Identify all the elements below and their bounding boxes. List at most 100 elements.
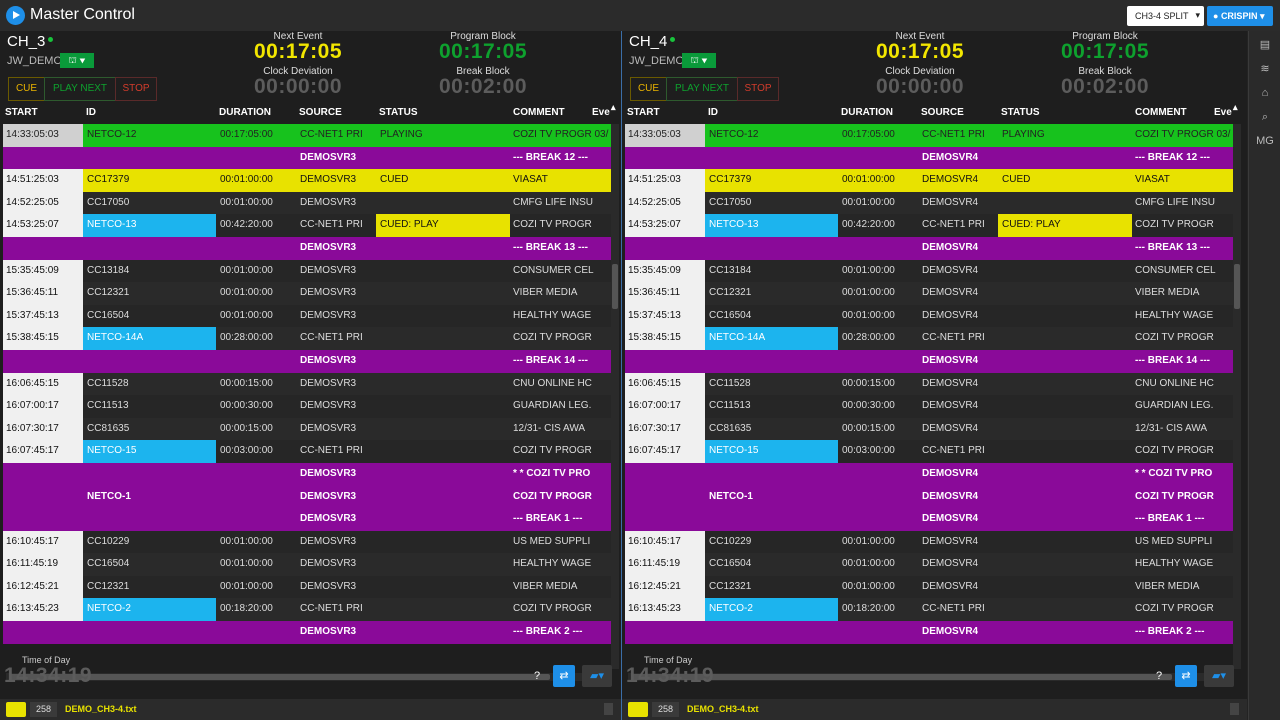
signal-button[interactable]: ⛫ ▾ bbox=[60, 53, 94, 68]
binoculars-icon[interactable]: ⌂ bbox=[1261, 87, 1269, 99]
table-row[interactable]: 16:10:45:17 CC10229 00:01:00:00 DEMOSVR4 US … bbox=[625, 530, 1233, 554]
table-row[interactable]: 15:35:45:09 CC13184 00:01:00:00 DEMOSVR4 CON… bbox=[625, 259, 1233, 283]
table-row[interactable]: 14:33:05:03 NETCO-12 00:17:05:00 CC-NET1 PR… bbox=[625, 124, 1233, 147]
cell-comment: COZI TV PROGR bbox=[513, 603, 592, 615]
split-view-select[interactable]: CH3-4 SPLIT ▾ bbox=[1127, 6, 1204, 26]
col-id-header[interactable]: ID bbox=[708, 107, 718, 118]
table-row[interactable]: 16:07:00:17 CC11513 00:00:30:00 DEMOSVR4 GUA… bbox=[625, 395, 1233, 418]
col-status-header[interactable]: STATUS bbox=[379, 107, 418, 118]
table-row[interactable]: 16:07:45:17 NETCO-15 00:03:00:00 CC-NET1 PR… bbox=[3, 440, 611, 463]
table-row[interactable]: NETCO-1 DEMOSVR4 COZI TV PROGR bbox=[625, 485, 1233, 509]
document-icon[interactable] bbox=[604, 703, 613, 715]
table-row[interactable]: 14:52:25:05 CC17050 00:01:00:00 DEMOSVR3 CMF… bbox=[3, 191, 611, 215]
horizontal-scrollbar[interactable] bbox=[628, 673, 1232, 681]
layers-icon[interactable]: ≋ bbox=[1260, 63, 1270, 75]
vertical-scrollbar[interactable] bbox=[611, 124, 619, 669]
table-row[interactable]: DEMOSVR4 --- BREAK 13 --- bbox=[625, 236, 1233, 260]
play-next-button[interactable]: PLAY NEXT bbox=[666, 77, 738, 101]
cell-start: 16:12:45:21 bbox=[3, 575, 83, 599]
signal-button[interactable]: ⛫ ▾ bbox=[682, 53, 716, 68]
table-row[interactable]: DEMOSVR3 --- BREAK 13 --- bbox=[3, 236, 611, 260]
table-row[interactable]: 16:06:45:15 CC11528 00:00:15:00 DEMOSVR4 CNU… bbox=[625, 372, 1233, 396]
table-row[interactable]: DEMOSVR3 --- BREAK 2 --- bbox=[3, 621, 611, 644]
table-row[interactable]: 15:37:45:13 CC16504 00:01:00:00 DEMOSVR3 HEA… bbox=[3, 304, 611, 328]
list-icon[interactable] bbox=[6, 702, 26, 717]
table-row[interactable]: DEMOSVR4 --- BREAK 1 --- bbox=[625, 508, 1233, 531]
table-row[interactable]: 16:13:45:23 NETCO-2 00:18:20:00 CC-NET1 PRI… bbox=[625, 598, 1233, 622]
table-row[interactable]: 16:11:45:19 CC16504 00:01:00:00 DEMOSVR3 HEA… bbox=[3, 553, 611, 576]
col-id-header[interactable]: ID bbox=[86, 107, 96, 118]
table-row[interactable]: DEMOSVR3 * * COZI TV PRO bbox=[3, 462, 611, 486]
play-next-button[interactable]: PLAY NEXT bbox=[44, 77, 116, 101]
table-row[interactable]: DEMOSVR3 --- BREAK 14 --- bbox=[3, 349, 611, 373]
col-duration-header[interactable]: DURATION bbox=[841, 107, 894, 118]
playlist-tools-icon[interactable]: ⇄ bbox=[553, 665, 575, 687]
user-menu-button[interactable]: ● CRISPIN ▾ bbox=[1207, 6, 1273, 26]
cell-source: DEMOSVR3 bbox=[300, 535, 357, 547]
scrollbar-thumb[interactable] bbox=[632, 674, 1172, 680]
stop-button[interactable]: STOP bbox=[115, 77, 157, 101]
scrollbar-thumb[interactable] bbox=[10, 674, 550, 680]
col-source-header[interactable]: SOURCE bbox=[299, 107, 342, 118]
cue-button[interactable]: CUE bbox=[630, 77, 667, 101]
search-icon[interactable]: ⌕ bbox=[1261, 111, 1269, 123]
table-row[interactable]: 15:38:45:15 NETCO-14A 00:28:00:00 CC-NET1 P… bbox=[625, 327, 1233, 350]
table-row[interactable]: 14:53:25:07 NETCO-13 00:42:20:00 CC-NET1 PR… bbox=[3, 214, 611, 237]
table-row[interactable]: DEMOSVR4 * * COZI TV PRO bbox=[625, 462, 1233, 486]
table-row[interactable]: 16:11:45:19 CC16504 00:01:00:00 DEMOSVR4 HEA… bbox=[625, 553, 1233, 576]
table-row[interactable]: 16:10:45:17 CC10229 00:01:00:00 DEMOSVR3 US … bbox=[3, 530, 611, 554]
col-status-header[interactable]: STATUS bbox=[1001, 107, 1040, 118]
folder-icon[interactable]: ▰▾ bbox=[582, 665, 612, 687]
table-row[interactable]: 16:06:45:15 CC11528 00:00:15:00 DEMOSVR3 CNU… bbox=[3, 372, 611, 396]
table-row[interactable]: 14:51:25:03 CC17379 00:01:00:00 DEMOSVR3 CUE… bbox=[3, 169, 611, 192]
table-row[interactable]: 15:36:45:11 CC12321 00:01:00:00 DEMOSVR3 VIB… bbox=[3, 282, 611, 305]
folder-icon[interactable]: ▰▾ bbox=[1204, 665, 1234, 687]
table-row[interactable]: 15:35:45:09 CC13184 00:01:00:00 DEMOSVR3 CON… bbox=[3, 259, 611, 283]
document-icon[interactable] bbox=[1230, 703, 1239, 715]
table-row[interactable]: 14:51:25:03 CC17379 00:01:00:00 DEMOSVR4 CUE… bbox=[625, 169, 1233, 192]
col-event-header[interactable]: Eve bbox=[592, 107, 610, 118]
scrollbar-thumb[interactable] bbox=[1234, 264, 1240, 309]
table-row[interactable]: 16:07:30:17 CC81635 00:00:15:00 DEMOSVR4 12/… bbox=[625, 417, 1233, 441]
help-button[interactable]: ? bbox=[1155, 670, 1163, 682]
table-row[interactable]: NETCO-1 DEMOSVR3 COZI TV PROGR bbox=[3, 485, 611, 509]
col-comment-header[interactable]: COMMENT bbox=[1135, 107, 1187, 118]
table-row[interactable]: DEMOSVR3 --- BREAK 12 --- bbox=[3, 146, 611, 170]
scroll-up-icon[interactable]: ▴ bbox=[611, 102, 616, 112]
scrollbar-thumb[interactable] bbox=[612, 264, 618, 309]
list-icon[interactable] bbox=[628, 702, 648, 717]
table-row[interactable]: 15:38:45:15 NETCO-14A 00:28:00:00 CC-NET1 P… bbox=[3, 327, 611, 350]
table-row[interactable]: DEMOSVR4 --- BREAK 14 --- bbox=[625, 349, 1233, 373]
table-row[interactable]: 16:07:30:17 CC81635 00:00:15:00 DEMOSVR3 12/… bbox=[3, 417, 611, 441]
col-start-header[interactable]: START bbox=[5, 107, 38, 118]
table-row[interactable]: 16:07:00:17 CC11513 00:00:30:00 DEMOSVR3 GUA… bbox=[3, 395, 611, 418]
help-button[interactable]: ? bbox=[533, 670, 541, 682]
stop-button[interactable]: STOP bbox=[737, 77, 779, 101]
col-start-header[interactable]: START bbox=[627, 107, 660, 118]
table-row[interactable]: 16:13:45:23 NETCO-2 00:18:20:00 CC-NET1 PRI… bbox=[3, 598, 611, 622]
col-comment-header[interactable]: COMMENT bbox=[513, 107, 565, 118]
vertical-scrollbar[interactable] bbox=[1233, 124, 1241, 669]
col-source-header[interactable]: SOURCE bbox=[921, 107, 964, 118]
table-row[interactable]: 15:37:45:13 CC16504 00:01:00:00 DEMOSVR4 HEA… bbox=[625, 304, 1233, 328]
channel-panel: CH_3 JW_DEMO ⛫ ▾ Next Event 00:17:05 Program … bbox=[0, 31, 621, 720]
table-row[interactable]: 14:33:05:03 NETCO-12 00:17:05:00 CC-NET1 PR… bbox=[3, 124, 611, 147]
table-row[interactable]: 14:53:25:07 NETCO-13 00:42:20:00 CC-NET1 PR… bbox=[625, 214, 1233, 237]
table-row[interactable]: 15:36:45:11 CC12321 00:01:00:00 DEMOSVR4 VIB… bbox=[625, 282, 1233, 305]
cue-button[interactable]: CUE bbox=[8, 77, 45, 101]
playlist-tools-icon[interactable]: ⇄ bbox=[1175, 665, 1197, 687]
cell-id: NETCO-1 bbox=[709, 490, 753, 502]
table-row[interactable]: DEMOSVR3 --- BREAK 1 --- bbox=[3, 508, 611, 531]
table-row[interactable]: 16:12:45:21 CC12321 00:01:00:00 DEMOSVR4 VIB… bbox=[625, 575, 1233, 599]
table-row[interactable]: 16:07:45:17 NETCO-15 00:03:00:00 CC-NET1 PR… bbox=[625, 440, 1233, 463]
sidebar-mg[interactable]: MG bbox=[1256, 135, 1274, 147]
table-row[interactable]: 14:52:25:05 CC17050 00:01:00:00 DEMOSVR4 CMF… bbox=[625, 191, 1233, 215]
table-row[interactable]: DEMOSVR4 --- BREAK 12 --- bbox=[625, 146, 1233, 170]
horizontal-scrollbar[interactable] bbox=[6, 673, 610, 681]
col-duration-header[interactable]: DURATION bbox=[219, 107, 272, 118]
table-row[interactable]: 16:12:45:21 CC12321 00:01:00:00 DEMOSVR3 VIB… bbox=[3, 575, 611, 599]
table-row[interactable]: DEMOSVR4 --- BREAK 2 --- bbox=[625, 621, 1233, 644]
col-event-header[interactable]: Eve bbox=[1214, 107, 1232, 118]
scroll-up-icon[interactable]: ▴ bbox=[1233, 102, 1238, 112]
archive-icon[interactable]: ▤ bbox=[1259, 39, 1271, 51]
